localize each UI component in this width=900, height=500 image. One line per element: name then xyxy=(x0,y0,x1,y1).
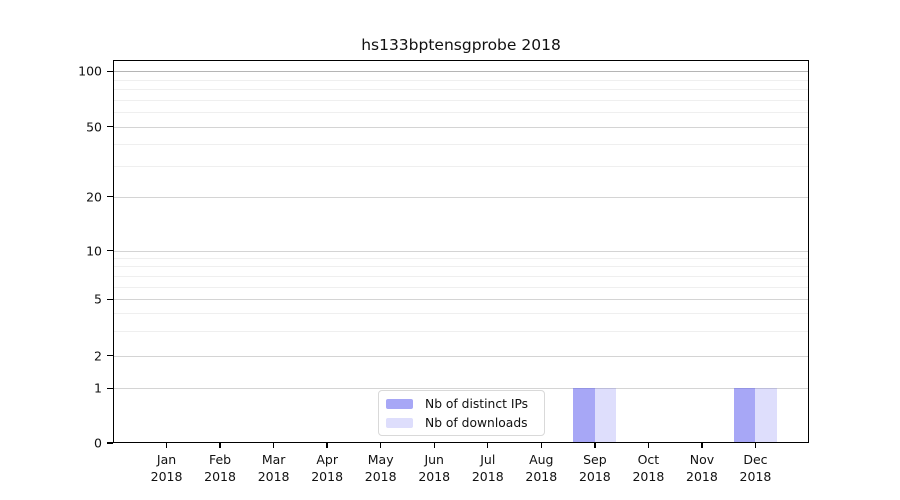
x-tick-year: 2018 xyxy=(418,469,451,484)
legend-item-label: Nb of downloads xyxy=(425,415,528,430)
major-gridline xyxy=(113,355,809,357)
x-tick-mark xyxy=(754,443,757,448)
x-tick-year: 2018 xyxy=(311,469,344,484)
legend-item: Nb of distinct IPs xyxy=(386,394,544,413)
y-tick-mark xyxy=(107,298,113,301)
x-tick-mark xyxy=(540,443,542,448)
x-tick-month: Dec xyxy=(743,452,768,467)
y-axis-tick-label: 0 xyxy=(94,435,102,451)
minor-gridline xyxy=(113,165,809,167)
x-tick-month: Nov xyxy=(689,452,715,467)
x-tick-month: Aug xyxy=(529,452,554,467)
x-axis-tick-label: Apr 2018 xyxy=(295,451,359,485)
minor-gridline xyxy=(113,112,809,114)
y-axis-tick-label: 20 xyxy=(86,189,102,205)
legend-item: Nb of downloads xyxy=(386,413,544,432)
x-tick-mark xyxy=(379,443,382,448)
x-tick-year: 2018 xyxy=(150,469,183,484)
minor-gridline xyxy=(113,286,809,288)
major-gridline xyxy=(113,250,809,252)
legend-swatch xyxy=(386,398,413,409)
x-tick-mark xyxy=(219,443,221,448)
x-tick-year: 2018 xyxy=(632,469,665,484)
y-tick-mark xyxy=(107,250,113,252)
x-axis-tick-label: Sep 2018 xyxy=(563,451,627,485)
minor-gridline xyxy=(113,89,809,91)
x-tick-year: 2018 xyxy=(364,469,397,484)
y-axis-tick-label: 100 xyxy=(78,63,102,79)
minor-gridline xyxy=(113,275,809,277)
x-tick-year: 2018 xyxy=(257,469,290,484)
major-gridline xyxy=(113,71,809,73)
bar-downloads xyxy=(594,388,617,443)
x-tick-mark xyxy=(433,443,435,448)
y-axis-tick-label: 50 xyxy=(86,119,102,135)
x-tick-year: 2018 xyxy=(739,469,772,484)
x-axis-tick-label: Jul 2018 xyxy=(456,451,520,485)
y-tick-mark xyxy=(107,387,113,389)
major-gridline xyxy=(113,388,809,390)
x-tick-month: Apr xyxy=(316,452,338,467)
bar-distinct-ips xyxy=(573,388,595,443)
y-axis-tick-label: 2 xyxy=(94,348,102,364)
y-axis-tick-label: 5 xyxy=(94,291,102,307)
x-tick-month: Feb xyxy=(208,452,232,467)
y-tick-mark xyxy=(107,70,113,73)
x-axis-tick-label: Oct 2018 xyxy=(616,451,680,485)
x-axis-tick-label: Jan 2018 xyxy=(135,451,199,485)
x-tick-month: Oct xyxy=(637,452,660,467)
x-tick-year: 2018 xyxy=(471,469,504,484)
x-tick-year: 2018 xyxy=(578,469,611,484)
y-tick-mark xyxy=(107,442,113,444)
minor-gridline xyxy=(113,330,809,332)
bar-downloads xyxy=(755,388,777,443)
legend-item-label: Nb of distinct IPs xyxy=(425,396,529,411)
x-axis-tick-label: Jun 2018 xyxy=(402,451,466,485)
x-tick-year: 2018 xyxy=(525,469,558,484)
x-axis-tick-label: Dec 2018 xyxy=(723,451,787,485)
minor-gridline xyxy=(113,99,809,101)
x-tick-month: Jul xyxy=(480,452,496,467)
x-tick-month: Jan xyxy=(156,452,177,467)
x-tick-mark xyxy=(487,443,489,448)
x-tick-month: Sep xyxy=(583,452,607,467)
y-tick-mark xyxy=(107,125,113,128)
legend: Nb of distinct IPs Nb of downloads xyxy=(378,390,545,436)
x-tick-mark xyxy=(272,443,275,448)
x-tick-mark xyxy=(326,443,328,448)
y-axis-tick-label: 10 xyxy=(86,243,102,259)
major-gridline xyxy=(113,126,809,128)
x-tick-mark xyxy=(647,443,650,448)
major-gridline xyxy=(113,299,809,301)
x-axis-tick-label: Aug 2018 xyxy=(509,451,573,485)
x-axis-tick-label: Feb 2018 xyxy=(188,451,252,485)
x-tick-month: Mar xyxy=(261,452,286,467)
y-axis-tick-label: 1 xyxy=(94,380,102,396)
legend-swatch xyxy=(386,417,413,428)
y-tick-mark xyxy=(107,196,113,198)
x-tick-mark xyxy=(701,443,703,448)
bar-distinct-ips xyxy=(733,388,756,443)
x-tick-year: 2018 xyxy=(686,469,718,484)
x-axis-tick-label: Mar 2018 xyxy=(242,451,306,485)
x-tick-month: May xyxy=(367,452,394,467)
minor-gridline xyxy=(113,313,809,315)
x-tick-mark xyxy=(165,443,168,448)
major-gridline xyxy=(113,196,809,198)
minor-gridline xyxy=(113,143,809,145)
x-axis-tick-label: Nov 2018 xyxy=(670,451,734,485)
y-tick-mark xyxy=(107,354,113,357)
x-tick-year: 2018 xyxy=(204,469,236,484)
minor-gridline xyxy=(113,266,809,268)
chart-title: hs133bptensgprobe 2018 xyxy=(361,36,561,54)
minor-gridline xyxy=(113,79,809,81)
x-tick-mark xyxy=(594,443,596,448)
x-axis-tick-label: May 2018 xyxy=(349,451,413,485)
x-tick-month: Jun xyxy=(424,452,444,467)
minor-gridline xyxy=(113,258,809,260)
